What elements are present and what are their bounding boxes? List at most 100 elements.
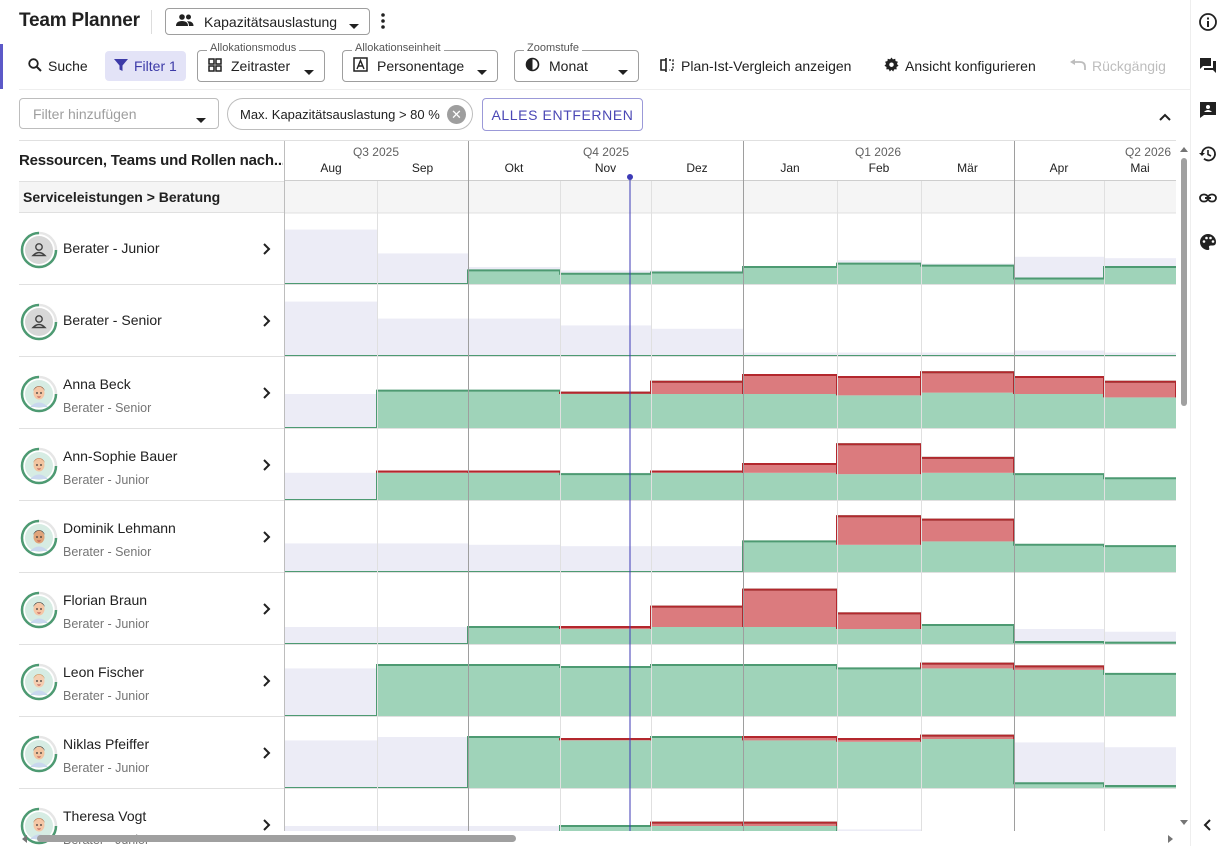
more-vert-icon[interactable]: [380, 12, 386, 35]
month-label: Mai: [1130, 161, 1149, 175]
resource-row[interactable]: Dominik Lehmann Berater - Senior: [19, 501, 284, 573]
column-divider[interactable]: [284, 141, 285, 831]
booked-bar: [1104, 478, 1176, 500]
resource-column-header[interactable]: Ressourcen, Teams und Rollen nach...: [19, 152, 283, 169]
configure-view-button[interactable]: Ansicht konfigurieren: [884, 51, 1036, 81]
avatar: [20, 591, 58, 629]
resource-row[interactable]: Leon Fischer Berater - Junior: [19, 645, 284, 717]
history-icon[interactable]: [1199, 145, 1217, 163]
capacity-bar: [1104, 352, 1176, 356]
month-label: Dez: [686, 161, 707, 175]
resource-row[interactable]: Berater - Junior: [19, 213, 284, 285]
capacity-bar: [560, 546, 651, 572]
chevron-right-icon[interactable]: [262, 530, 272, 544]
overbooked-bar: [1104, 381, 1176, 398]
capacity-bar: [285, 229, 377, 284]
allocation-mode-select[interactable]: Allokationsmodus Zeitraster: [197, 42, 325, 82]
capacity-bar: [285, 301, 377, 356]
resource-row[interactable]: Anna Beck Berater - Senior: [19, 357, 284, 429]
row-chart: [285, 515, 1176, 573]
font-icon: [353, 57, 368, 75]
avatar: [20, 447, 58, 485]
resource-role: Berater - Junior: [63, 617, 150, 631]
overbooked-bar: [651, 822, 743, 826]
view-selector[interactable]: Kapazitätsauslastung: [165, 8, 370, 35]
booked-bar: [921, 265, 1014, 284]
overbooked-bar: [921, 457, 1014, 473]
undo-button[interactable]: Rückgängig: [1070, 51, 1166, 81]
booked-bar: [1104, 267, 1176, 284]
resource-row[interactable]: Ann-Sophie Bauer Berater - Junior: [19, 429, 284, 501]
capacity-bar: [651, 546, 743, 572]
row-chart: [285, 301, 1176, 357]
row-chart: [285, 229, 1176, 285]
plan-actual-label: Plan-Ist-Vergleich anzeigen: [681, 58, 852, 74]
allocation-unit-value: Personentage: [377, 58, 465, 74]
booked-bar: [837, 629, 921, 644]
booked-bar: [468, 472, 560, 500]
chevron-right-icon[interactable]: [262, 674, 272, 688]
overbooked-bar: [743, 463, 837, 473]
resource-name: Theresa Vogt: [63, 808, 147, 824]
booked-bar: [837, 474, 921, 500]
allocation-mode-value: Zeitraster: [231, 58, 291, 74]
chevron-right-icon[interactable]: [262, 314, 272, 328]
chevron-right-icon[interactable]: [262, 746, 272, 760]
filter-chip[interactable]: Max. Kapazitätsauslastung > 80 % ✕: [227, 98, 473, 130]
toolbar-divider: [19, 89, 1190, 90]
overbooked-bar: [837, 613, 921, 630]
horizontal-scroll-thumb[interactable]: [37, 835, 516, 842]
add-filter-select[interactable]: Filter hinzufügen: [19, 98, 219, 129]
contact-icon[interactable]: [1199, 101, 1217, 119]
overbooked-bar: [560, 627, 651, 630]
booked-bar: [560, 273, 651, 284]
quarter-label: Q4 2025: [583, 145, 629, 159]
vertical-scrollbar[interactable]: [1178, 141, 1190, 831]
capacity-bar: [285, 472, 377, 500]
resource-row[interactable]: Niklas Pfeiffer Berater - Junior: [19, 717, 284, 789]
caret-down-icon: [196, 111, 206, 127]
chevron-right-icon[interactable]: [262, 818, 272, 832]
zoom-level-select[interactable]: Zoomstufe Monat: [514, 42, 639, 82]
booked-bar: [743, 267, 837, 284]
booked-bar: [743, 394, 837, 428]
chevron-right-icon[interactable]: [262, 386, 272, 400]
capacity-bar: [285, 627, 377, 644]
month-label: Nov: [595, 161, 616, 175]
capacity-bar: [285, 668, 377, 716]
horizontal-scrollbar[interactable]: [19, 832, 1178, 844]
row-chart: [285, 588, 1176, 645]
chevron-up-icon[interactable]: [1158, 108, 1172, 126]
chevron-left-icon[interactable]: [1199, 816, 1217, 834]
capacity-bar: [1104, 631, 1176, 644]
filter-button[interactable]: Filter 1: [105, 51, 186, 81]
resource-name: Berater - Senior: [63, 312, 162, 328]
vertical-scroll-thumb[interactable]: [1181, 158, 1187, 406]
chevron-right-icon[interactable]: [262, 602, 272, 616]
remove-all-button[interactable]: ALLES ENTFERNEN: [482, 98, 643, 131]
allocation-unit-label: Allokationseinheit: [352, 42, 444, 54]
allocation-unit-select[interactable]: Allokationseinheit Personentage: [342, 42, 498, 82]
plan-actual-button[interactable]: Plan-Ist-Vergleich anzeigen: [660, 51, 851, 81]
resource-row[interactable]: Florian Braun Berater - Junior: [19, 573, 284, 645]
search-button[interactable]: Suche: [28, 51, 88, 81]
palette-icon[interactable]: [1199, 233, 1217, 251]
capacity-bar: [377, 543, 468, 572]
resource-role: Berater - Junior: [63, 473, 150, 487]
close-icon[interactable]: ✕: [447, 105, 466, 124]
booked-bar: [560, 826, 651, 831]
booked-bar: [651, 665, 743, 716]
resource-role: Berater - Senior: [63, 545, 152, 559]
role-avatar-icon: [20, 303, 58, 341]
booked-bar: [921, 739, 1014, 788]
resource-row[interactable]: Berater - Senior: [19, 285, 284, 357]
info-icon[interactable]: [1199, 13, 1217, 31]
capacity-chart: Q3 2025 Q4 2025 Q1 2026 Q2 2026 Aug Sep Okt Nov…: [285, 141, 1176, 831]
chevron-right-icon[interactable]: [262, 242, 272, 256]
right-rail: [1190, 0, 1224, 846]
booked-bar: [651, 394, 743, 428]
chevron-right-icon[interactable]: [262, 458, 272, 472]
forum-icon[interactable]: [1199, 57, 1217, 75]
link-icon[interactable]: [1199, 189, 1217, 207]
booked-bar: [377, 665, 468, 716]
